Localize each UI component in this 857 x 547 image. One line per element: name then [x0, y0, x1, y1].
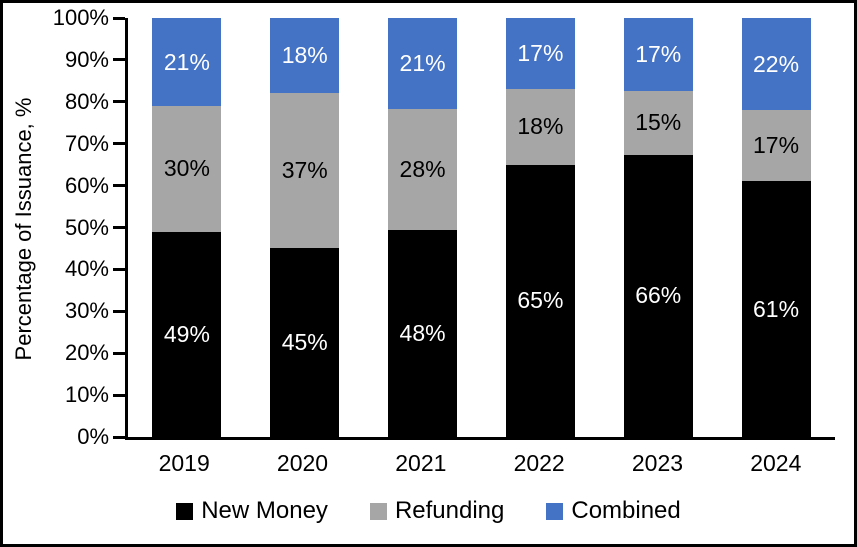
bar-segment-label: 22%	[753, 50, 800, 77]
y-tick-mark	[113, 17, 125, 20]
x-tick-label: 2024	[750, 450, 802, 476]
y-tick-mark	[113, 58, 125, 61]
y-tick-mark	[113, 352, 125, 355]
bar-segment: 66%	[623, 154, 693, 437]
y-tick-mark	[113, 436, 125, 439]
bar-segment-label: 45%	[281, 329, 328, 356]
bar-2023: 66% 15% 17%	[623, 18, 693, 437]
y-tick-mark	[113, 142, 125, 145]
bar-segment-label: 65%	[517, 287, 564, 314]
bar-segment: 18%	[270, 18, 340, 94]
y-tick-label: 20%	[64, 340, 109, 365]
bar-slot: 61% 17% 22%	[717, 18, 835, 437]
y-tick-mark	[113, 268, 125, 271]
x-tick-label: 2021	[395, 450, 447, 476]
bar-segment: 21%	[388, 18, 458, 109]
bar-segment-label: 21%	[163, 48, 210, 75]
bar-segment-label: 37%	[281, 157, 328, 184]
bar-2021: 48% 28% 21%	[388, 18, 458, 437]
y-tick-label: 30%	[64, 298, 109, 323]
bar-2019: 49% 30% 21%	[152, 18, 222, 437]
legend-swatch	[369, 502, 387, 520]
x-tick-label: 2019	[158, 450, 210, 476]
y-tick-label: 40%	[64, 256, 109, 281]
bar-segment-label: 18%	[281, 42, 328, 69]
bar-segment-label: 49%	[163, 320, 210, 347]
bar-segment: 28%	[388, 108, 458, 230]
y-tick-mark	[113, 184, 125, 187]
y-tick-label: 70%	[64, 131, 109, 156]
bar-slot: 45% 37% 18%	[246, 18, 364, 437]
bar-2020: 45% 37% 18%	[270, 18, 340, 437]
plot-area: 49% 30% 21% 45% 37% 18% 48% 28% 21% 65% 18% 17% 66% 1…	[125, 18, 835, 440]
legend-label: Combined	[571, 497, 681, 524]
bar-segment-label: 61%	[753, 295, 800, 322]
y-tick-label: 80%	[64, 89, 109, 114]
y-tick-label: 60%	[64, 173, 109, 198]
legend-label: Refunding	[394, 497, 505, 524]
bar-segment-label: 28%	[399, 155, 446, 182]
bar-segment: 17%	[505, 18, 575, 90]
bar-segment: 61%	[741, 181, 811, 437]
legend: New Money Refunding Combined	[3, 497, 854, 525]
bar-slot: 66% 15% 17%	[599, 18, 717, 437]
bar-segment-label: 30%	[163, 155, 210, 182]
y-tick-label: 100%	[52, 5, 109, 30]
bar-segment: 45%	[270, 248, 340, 437]
legend-item: Combined	[546, 497, 681, 525]
y-tick-label: 10%	[64, 382, 109, 407]
legend-item: Refunding	[369, 497, 505, 525]
bar-segment-label: 18%	[517, 113, 564, 140]
bar-segment: 49%	[152, 231, 222, 437]
bar-segment: 30%	[152, 106, 222, 232]
bar-segment: 22%	[741, 18, 811, 111]
bar-slot: 65% 18% 17%	[481, 18, 599, 437]
y-tick-mark	[113, 310, 125, 313]
bar-segment: 65%	[505, 164, 575, 437]
x-tick-label: 2023	[631, 450, 684, 476]
y-tick-mark	[113, 100, 125, 103]
x-tick-label: 2020	[276, 450, 329, 476]
bar-segment-label: 17%	[517, 40, 564, 67]
x-axis-labels: 2019 2020 2021 2022 2023 2024	[125, 450, 835, 477]
bar-segment: 18%	[505, 89, 575, 165]
y-tick-mark	[113, 394, 125, 397]
y-tick-mark	[113, 226, 125, 229]
bar-segment: 21%	[152, 18, 222, 107]
bar-segment-label: 17%	[635, 40, 682, 67]
bar-segment-label: 48%	[399, 319, 446, 346]
bar-segment: 48%	[388, 229, 458, 437]
bar-slot: 49% 30% 21%	[128, 18, 246, 437]
y-tick-label: 90%	[64, 47, 109, 72]
legend-swatch	[176, 502, 194, 520]
bar-slot: 48% 28% 21%	[364, 18, 482, 437]
bar-segment-label: 66%	[635, 282, 682, 309]
bar-2022: 65% 18% 17%	[505, 18, 575, 437]
legend-label: New Money	[201, 497, 328, 524]
bar-segment-label: 21%	[399, 49, 446, 76]
bar-2024: 61% 17% 22%	[741, 18, 811, 437]
bar-segment: 17%	[623, 18, 693, 91]
bar-segment: 15%	[623, 90, 693, 155]
y-tick-label: 0%	[77, 424, 109, 449]
bar-segment-label: 17%	[753, 132, 800, 159]
bar-segment: 37%	[270, 93, 340, 249]
x-tick-label: 2022	[513, 450, 565, 476]
bar-segment: 17%	[741, 110, 811, 182]
y-tick-label: 50%	[64, 215, 109, 240]
legend-swatch	[546, 502, 564, 520]
legend-item: New Money	[176, 497, 328, 525]
bar-segment-label: 15%	[635, 109, 682, 136]
